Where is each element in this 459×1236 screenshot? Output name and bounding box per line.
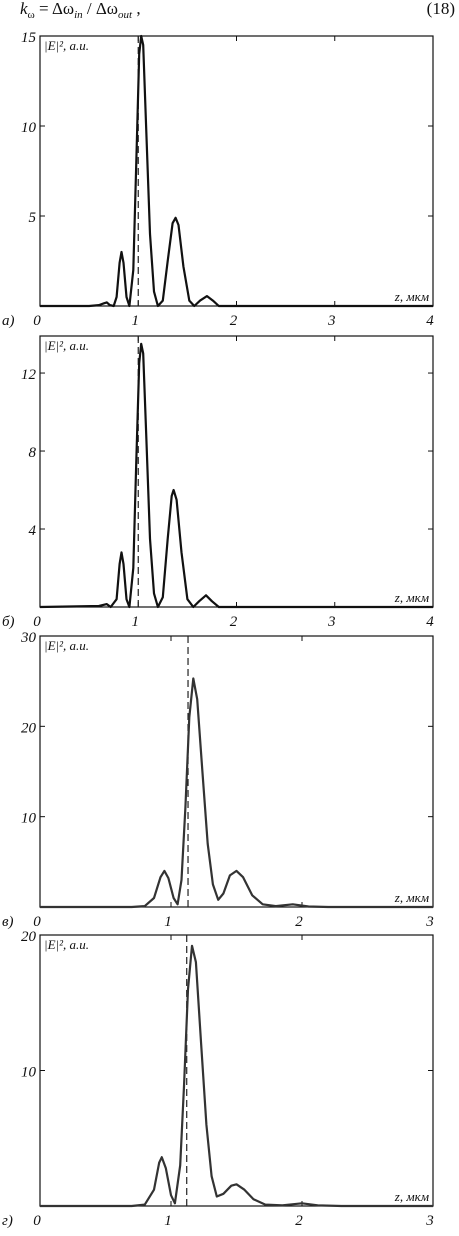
curve [40,34,433,308]
x-tick-label: 2 [230,614,238,630]
x-tick-label: 1 [132,614,140,630]
x-tick-label: 3 [327,614,336,630]
x-tick-label: 1 [164,1213,172,1229]
x-axis-label: z, мкм [394,590,429,605]
x-tick-label: 0 [33,313,41,329]
x-tick-label: 4 [426,313,434,329]
y-tick-label: 8 [29,445,37,461]
panel-label: в) [2,914,14,930]
curve [40,677,433,909]
x-tick-label: 0 [33,614,41,630]
plot-frame [39,335,434,608]
plot-frame [39,35,434,307]
panel-label: г) [2,1213,13,1229]
y-axis-label: |E|², a.u. [44,38,89,53]
x-tick-label: 3 [425,1213,434,1229]
y-axis-label: |E|², a.u. [44,638,89,653]
y-tick-label: 10 [21,120,37,136]
y-tick-label: 12 [21,367,37,383]
x-tick-label: 2 [295,914,303,930]
x-axis-label: z, мкм [394,890,429,905]
y-tick-label: 10 [21,811,37,827]
y-tick-label: 30 [20,630,37,646]
x-tick-label: 3 [327,313,336,329]
y-tick-label: 15 [21,30,37,46]
x-axis-label: z, мкм [394,1189,429,1204]
eq-sub: ω [28,9,35,21]
y-tick-label: 20 [21,720,37,736]
y-axis-label: |E|², a.u. [44,338,89,353]
y-axis-label: |E|², a.u. [44,937,89,952]
x-tick-label: 0 [33,914,41,930]
y-tick-label: 10 [21,1065,37,1081]
panel-label: а) [2,313,15,329]
eq-lhs: k [20,0,28,18]
eq-sub: in [74,9,83,21]
plot-frame [39,635,434,908]
curve [40,944,433,1208]
y-tick-label: 20 [21,929,37,945]
panel-label: б) [2,614,15,630]
x-tick-label: 1 [164,914,172,930]
x-tick-label: 4 [426,614,434,630]
plot-frame [39,934,434,1207]
x-tick-label: 2 [230,313,238,329]
x-tick-label: 0 [33,1213,41,1229]
eq-sub: out [118,9,133,21]
eq-part: , [132,0,141,18]
y-tick-label: 5 [29,210,37,226]
eq-part: / Δω [83,0,118,18]
curve [39,342,433,609]
x-tick-label: 3 [425,914,434,930]
x-tick-label: 1 [132,313,140,329]
x-tick-label: 2 [295,1213,303,1229]
equation: kω = Δωin / Δωout , [20,0,141,21]
equation-number: (18) [427,0,455,18]
x-axis-label: z, мкм [394,289,429,304]
eq-part: = Δω [35,0,74,18]
y-tick-label: 4 [29,523,37,539]
